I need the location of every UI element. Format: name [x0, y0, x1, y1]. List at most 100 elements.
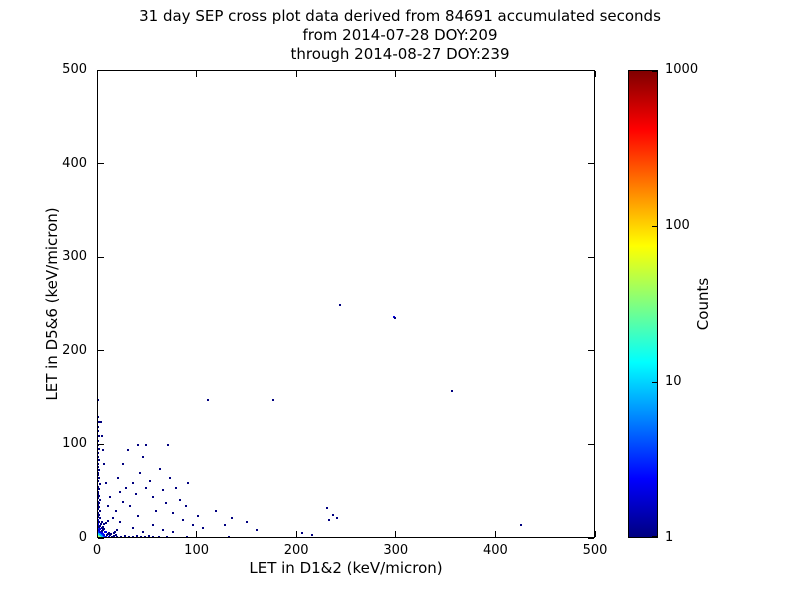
data-point	[203, 537, 205, 538]
data-point	[130, 537, 132, 538]
data-point	[134, 493, 137, 496]
x-tick-mark-top	[494, 71, 496, 77]
x-tick-mark	[395, 531, 397, 537]
chart-subtitle-from: from 2014-07-28 DOY:209	[302, 26, 498, 44]
data-point	[168, 477, 171, 480]
data-point	[256, 537, 258, 538]
y-tick-label: 500	[62, 62, 87, 77]
chart-title-block: 31 day SEP cross plot data derived from …	[0, 7, 800, 64]
x-tick-mark-top	[295, 71, 297, 77]
data-point	[151, 523, 154, 526]
data-point	[178, 537, 180, 538]
data-point	[102, 527, 105, 530]
data-point	[114, 534, 117, 537]
data-point	[104, 531, 107, 534]
data-point	[98, 474, 99, 477]
data-point	[98, 485, 99, 488]
data-point	[166, 444, 169, 447]
y-tick-label: 400	[62, 155, 87, 171]
data-point	[143, 536, 146, 537]
data-point	[328, 519, 331, 522]
data-point	[112, 532, 115, 535]
data-point	[122, 537, 124, 538]
data-point	[147, 535, 150, 537]
data-point	[127, 536, 130, 537]
data-point	[98, 498, 101, 501]
x-tick-label: 100	[184, 543, 209, 558]
x-tick-mark	[594, 531, 596, 537]
data-point	[98, 488, 100, 491]
colorbar-tick-mark	[652, 70, 657, 72]
data-point	[128, 505, 131, 508]
data-point	[196, 514, 199, 517]
data-point	[98, 496, 99, 499]
data-point	[98, 463, 99, 466]
data-point	[231, 517, 234, 520]
data-point	[98, 430, 99, 433]
data-point	[107, 537, 109, 538]
data-point	[181, 519, 184, 522]
y-tick-mark-right	[588, 443, 594, 445]
x-tick-mark	[196, 531, 198, 537]
data-point	[115, 528, 118, 531]
data-point	[101, 449, 104, 452]
y-axis-label: LET in D5&6 (keV/micron)	[43, 207, 61, 401]
data-point	[98, 508, 99, 511]
data-point	[339, 304, 342, 306]
data-point	[144, 444, 147, 447]
data-point	[98, 504, 99, 507]
data-point	[112, 535, 115, 537]
data-point	[191, 523, 194, 526]
data-point	[139, 536, 142, 537]
data-point	[123, 535, 126, 537]
data-point	[98, 491, 99, 494]
data-point	[106, 520, 109, 523]
data-point	[110, 537, 112, 538]
data-point	[102, 523, 105, 526]
data-point	[301, 532, 304, 535]
data-point	[98, 494, 100, 497]
y-tick-mark	[98, 69, 104, 71]
data-point	[138, 472, 141, 475]
data-point	[134, 537, 136, 538]
data-point	[98, 435, 100, 438]
data-point	[116, 477, 119, 480]
y-tick-label: 200	[62, 342, 87, 358]
data-point	[98, 530, 101, 533]
colorbar-tick-label: 100	[665, 218, 690, 233]
data-point	[272, 399, 275, 402]
data-point	[104, 522, 107, 525]
data-point	[256, 528, 259, 531]
y-tick-mark-right	[588, 69, 594, 71]
data-point	[98, 425, 99, 428]
data-point	[342, 537, 344, 538]
data-point	[98, 439, 99, 442]
data-point	[161, 489, 164, 492]
data-point	[104, 481, 107, 484]
data-point	[157, 536, 160, 537]
data-point	[99, 421, 102, 423]
data-point	[105, 537, 107, 538]
data-point	[135, 535, 138, 537]
colorbar-label: Counts	[694, 277, 712, 331]
data-point	[111, 517, 114, 520]
data-point	[224, 523, 227, 526]
data-point	[311, 534, 314, 537]
data-point	[126, 537, 128, 538]
data-point	[99, 523, 102, 526]
data-point	[98, 421, 100, 423]
data-point	[107, 532, 110, 535]
data-point	[136, 514, 139, 517]
data-point	[246, 521, 249, 524]
y-tick-mark-right	[588, 350, 594, 352]
data-point	[98, 509, 101, 512]
data-point	[98, 502, 100, 505]
data-point	[306, 537, 308, 538]
data-point	[118, 491, 121, 494]
data-point	[154, 537, 156, 538]
data-point	[131, 536, 134, 537]
data-point	[151, 495, 154, 498]
data-point	[114, 537, 116, 538]
data-point	[104, 537, 106, 538]
